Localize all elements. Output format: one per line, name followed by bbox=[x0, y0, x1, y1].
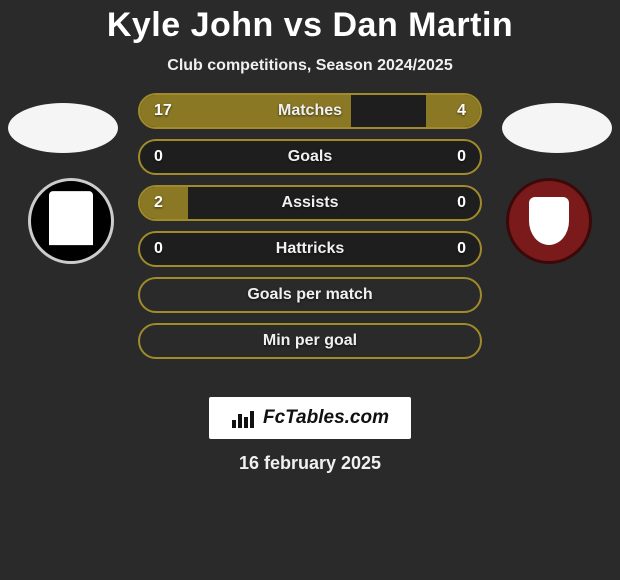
stat-value-right: 0 bbox=[457, 148, 466, 166]
stat-value-left: 0 bbox=[154, 148, 163, 166]
stat-label: Hattricks bbox=[276, 240, 344, 258]
stat-label: Goals bbox=[288, 148, 332, 166]
chart-icon bbox=[231, 408, 255, 428]
brand-footer: FcTables.com bbox=[0, 397, 620, 439]
club-badge-left bbox=[28, 178, 114, 264]
comparison-panel: 17 Matches 4 0 Goals 0 2 Assists 0 0 Hattricks 0 Goa… bbox=[0, 93, 620, 393]
bar-fill-right bbox=[426, 95, 480, 127]
subtitle: Club competitions, Season 2024/2025 bbox=[0, 57, 620, 75]
player-left-avatar bbox=[8, 103, 118, 153]
brand-box: FcTables.com bbox=[209, 397, 411, 439]
stat-row-assists: 2 Assists 0 bbox=[138, 185, 482, 221]
stat-bars: 17 Matches 4 0 Goals 0 2 Assists 0 0 Hattricks 0 Goa… bbox=[138, 93, 482, 359]
stat-value-left: 0 bbox=[154, 240, 163, 258]
bar-fill-left bbox=[140, 187, 188, 219]
date-label: 16 february 2025 bbox=[0, 453, 620, 474]
stat-value-left: 17 bbox=[154, 102, 172, 120]
stat-row-hattricks: 0 Hattricks 0 bbox=[138, 231, 482, 267]
stat-label: Min per goal bbox=[263, 332, 357, 350]
player-right-avatar bbox=[502, 103, 612, 153]
stat-value-right: 4 bbox=[457, 102, 466, 120]
stat-row-goals-per-match: Goals per match bbox=[138, 277, 482, 313]
stat-row-matches: 17 Matches 4 bbox=[138, 93, 482, 129]
stat-value-right: 0 bbox=[457, 240, 466, 258]
stat-label: Goals per match bbox=[247, 286, 372, 304]
brand-text: FcTables.com bbox=[263, 407, 389, 429]
stat-value-left: 2 bbox=[154, 194, 163, 212]
page-title: Kyle John vs Dan Martin bbox=[0, 0, 620, 45]
stat-label: Assists bbox=[282, 194, 339, 212]
stat-row-goals: 0 Goals 0 bbox=[138, 139, 482, 175]
club-badge-right bbox=[506, 178, 592, 264]
stat-row-min-per-goal: Min per goal bbox=[138, 323, 482, 359]
stat-value-right: 0 bbox=[457, 194, 466, 212]
stat-label: Matches bbox=[278, 102, 342, 120]
